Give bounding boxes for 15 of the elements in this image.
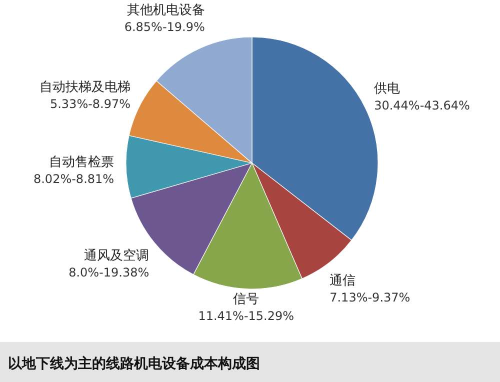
text: 5.33%-8.97% — [50, 97, 131, 112]
slice-label: 自动售检票 — [49, 154, 114, 170]
slice-label: 信号 — [233, 292, 260, 307]
slice-label: 供电 — [374, 81, 400, 96]
slice-label: 通风及空调 — [84, 248, 150, 264]
text: 11.41%-15.29% — [198, 309, 294, 323]
text: 8.02%-8.81% — [34, 172, 114, 186]
slice-label: 自动扶梯及电梯 — [40, 80, 131, 96]
text: 7.13%-9.37% — [330, 290, 410, 304]
slice-label: 其他机电设备 — [126, 3, 205, 18]
slice-label: 通信 — [330, 273, 356, 288]
text: 8.0%-19.38% — [68, 266, 150, 280]
text: 6.85%-19.9% — [124, 20, 205, 34]
text: 30.44%-43.64% — [374, 98, 470, 112]
text: 以地下线为主的线路机电设备成本构成图 — [8, 355, 260, 372]
